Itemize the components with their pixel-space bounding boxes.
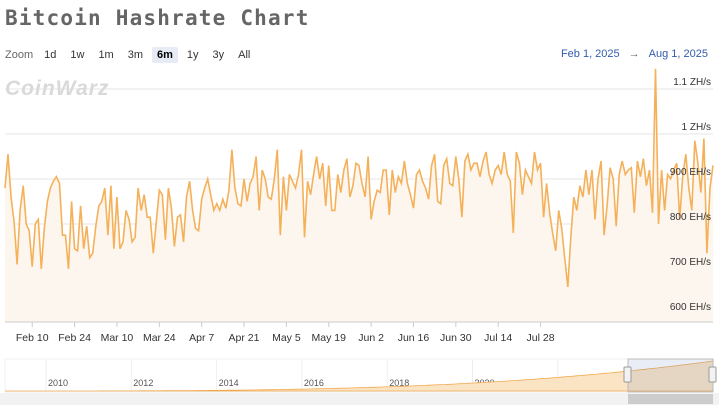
range-to-input[interactable]: Aug 1, 2025 xyxy=(648,48,708,60)
x-tick-label: Jul 28 xyxy=(527,332,555,344)
x-tick-label: Jun 16 xyxy=(398,332,430,344)
navigator-area xyxy=(5,360,714,392)
series xyxy=(4,68,714,322)
zoom-1y-button[interactable]: 1y xyxy=(186,49,199,61)
zoom-1w-button[interactable]: 1w xyxy=(70,49,85,61)
series-area xyxy=(5,68,713,322)
zoom-6m-button[interactable]: 6m xyxy=(152,47,178,63)
range-arrow-icon: → xyxy=(628,48,640,60)
navigator-tick-label: 2018 xyxy=(389,378,409,388)
navigator-left-handle[interactable] xyxy=(623,366,632,383)
x-tick-label: Apr 7 xyxy=(189,332,214,344)
x-tick-label: Jun 30 xyxy=(440,332,472,344)
x-tick-label: Jun 2 xyxy=(358,332,384,344)
y-axis: 600 EH/s 700 EH/s 800 EH/s 900 EH/s 1 ZH/s 1.… xyxy=(670,77,711,313)
watermark-logo: CoinWarz xyxy=(5,77,109,100)
zoom-all-button[interactable]: All xyxy=(238,49,251,61)
scrollbar-thumb[interactable] xyxy=(628,394,713,404)
series-line xyxy=(4,68,714,287)
y-tick-label: 1 ZH/s xyxy=(682,122,711,133)
x-tick-label: Feb 10 xyxy=(16,332,49,344)
zoom-label: Zoom xyxy=(5,49,34,61)
x-tick-label: Apr 21 xyxy=(229,332,260,344)
x-tick-label: Jul 14 xyxy=(484,332,512,344)
x-tick-label: Mar 10 xyxy=(101,332,134,344)
zoom-1m-button[interactable]: 1m xyxy=(98,49,114,61)
scrollbar-track[interactable] xyxy=(0,393,719,405)
navigator-tick-label: 2010 xyxy=(48,378,68,388)
x-tick-label: Feb 24 xyxy=(58,332,91,344)
y-tick-label: 900 EH/s xyxy=(670,167,711,178)
page-title: Bitcoin Hashrate Chart xyxy=(5,6,310,30)
x-tick-label: May 19 xyxy=(312,332,347,344)
y-tick-label: 1.1 ZH/s xyxy=(673,77,711,88)
range-from-input[interactable]: Feb 1, 2025 xyxy=(560,48,620,60)
zoom-3m-button[interactable]: 3m xyxy=(127,49,143,61)
navigator[interactable]: 2010201220142016201820202022 xyxy=(4,358,717,393)
y-tick-label: 800 EH/s xyxy=(670,212,711,223)
navigator-tick-label: 2014 xyxy=(219,378,239,388)
zoom-3y-button[interactable]: 3y xyxy=(212,49,225,61)
navigator-right-handle[interactable] xyxy=(708,366,717,383)
zoom-1d-button[interactable]: 1d xyxy=(44,49,57,61)
y-tick-label: 600 EH/s xyxy=(670,302,711,313)
x-tick-label: May 5 xyxy=(272,332,301,344)
date-range: Feb 1, 2025 → Aug 1, 2025 xyxy=(561,48,708,60)
x-tick-label: Mar 24 xyxy=(143,332,176,344)
navigator-selection[interactable] xyxy=(627,358,714,393)
navigator-tick-label: 2012 xyxy=(133,378,153,388)
x-axis: Feb 10 Feb 24 Mar 10 Mar 24 Apr 7 Apr 21 May 5… xyxy=(5,321,713,344)
y-tick-label: 700 EH/s xyxy=(670,257,711,268)
zoom-toolbar: Zoom 1d 1w 1m 3m 6m 1y 3y All xyxy=(5,46,259,64)
navigator-tick-label: 2016 xyxy=(304,378,324,388)
